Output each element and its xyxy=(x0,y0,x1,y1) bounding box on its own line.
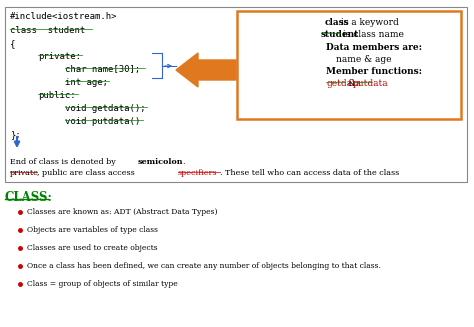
Text: specifiers: specifiers xyxy=(178,169,218,177)
Text: End of class is denoted by: End of class is denoted by xyxy=(10,158,118,166)
Text: .: . xyxy=(182,158,184,166)
Text: student: student xyxy=(321,30,359,39)
Text: char name[30];: char name[30]; xyxy=(65,65,140,74)
Text: int age;: int age; xyxy=(65,78,108,87)
Text: semicolon: semicolon xyxy=(138,158,183,166)
Text: private: private xyxy=(10,169,39,177)
Text: #include<iostream.h>: #include<iostream.h> xyxy=(10,12,118,21)
Text: putdata: putdata xyxy=(353,79,389,88)
Text: class: class xyxy=(325,18,350,27)
Text: Data members are:: Data members are: xyxy=(326,43,422,52)
Text: Once a class has been defined, we can create any number of objects belonging to : Once a class has been defined, we can cr… xyxy=(27,262,381,270)
Text: class  student: class student xyxy=(10,26,85,35)
FancyArrow shape xyxy=(176,53,236,87)
Text: , public are class access: , public are class access xyxy=(37,169,137,177)
Text: Classes are used to create objects: Classes are used to create objects xyxy=(27,244,158,252)
Text: public:: public: xyxy=(38,91,76,100)
Text: &: & xyxy=(345,79,359,88)
Text: . These tell who can access data of the class: . These tell who can access data of the … xyxy=(220,169,399,177)
Text: };: }; xyxy=(10,130,21,139)
Text: name & age: name & age xyxy=(336,55,391,64)
Text: Class = group of objects of similar type: Class = group of objects of similar type xyxy=(27,280,178,288)
Text: Objects are variables of type class: Objects are variables of type class xyxy=(27,226,158,234)
Text: is class name: is class name xyxy=(340,30,403,39)
FancyBboxPatch shape xyxy=(237,11,461,119)
Text: void putdata(): void putdata() xyxy=(65,117,140,126)
FancyBboxPatch shape xyxy=(5,7,467,182)
Text: getdata: getdata xyxy=(326,79,362,88)
Text: is a keyword: is a keyword xyxy=(338,18,399,27)
Text: private:: private: xyxy=(38,52,81,61)
Text: CLASS:: CLASS: xyxy=(5,191,53,204)
Text: {: { xyxy=(10,39,15,48)
Text: Classes are known as: ADT (Abstract Data Types): Classes are known as: ADT (Abstract Data… xyxy=(27,208,218,216)
Text: void getdata();: void getdata(); xyxy=(65,104,146,113)
Text: Member functions:: Member functions: xyxy=(326,67,422,76)
